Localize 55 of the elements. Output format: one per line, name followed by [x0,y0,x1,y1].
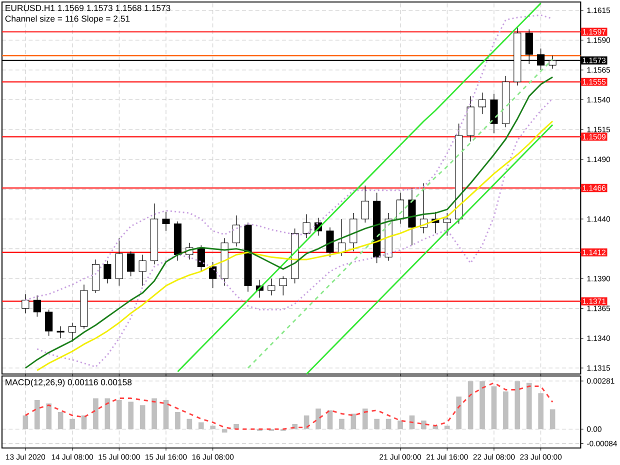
candlestick [68,322,76,342]
bar [186,418,192,430]
candlestick [22,294,30,314]
candlestick [326,227,334,258]
bar [70,418,75,430]
candlestick [478,92,486,114]
candlestick [127,250,135,277]
bar [339,418,344,430]
candlestick [104,260,112,284]
bar [316,408,321,430]
bar [210,426,216,430]
bar [175,412,180,430]
candlestick [138,254,146,286]
bar [58,412,64,430]
candlestick [197,244,205,272]
candlestick [350,212,358,252]
chart-title: EURUSD.H1 1.1569 1.1573 1.1568 1.1573 [6,4,170,12]
candlestick [45,309,53,336]
candlestick [279,276,287,296]
bar [374,418,380,430]
candlestick [268,278,276,296]
chart-title: MACD(12,26,9) 0.00116 0.00158 [6,378,132,388]
candlestick [209,262,217,288]
candlestick [443,212,451,236]
bar [163,400,169,430]
candlestick [33,294,41,318]
candlestick [396,192,404,224]
bar [386,418,392,430]
bar [140,405,146,430]
bar [152,398,157,430]
candlestick [361,185,369,223]
candlestick [490,93,498,134]
bar [350,414,356,430]
candlestick [232,215,240,247]
candlestick [56,326,64,339]
line-series [306,124,554,375]
bar [234,424,239,430]
annotation: Channel size = 116 Slope = 2.51 [5,15,130,24]
candlestick [162,212,170,232]
bar [93,398,98,430]
bar [550,409,556,430]
bar [421,420,426,430]
bar [128,402,134,430]
bar [34,400,40,430]
bar [444,426,450,430]
bar [198,422,204,430]
bar [222,429,228,433]
candlestick [302,214,310,238]
bar [46,403,52,430]
bar [456,396,462,430]
bar [116,400,122,430]
bar [398,420,403,430]
bar [362,408,368,430]
bar [491,386,497,430]
bar [503,391,508,430]
